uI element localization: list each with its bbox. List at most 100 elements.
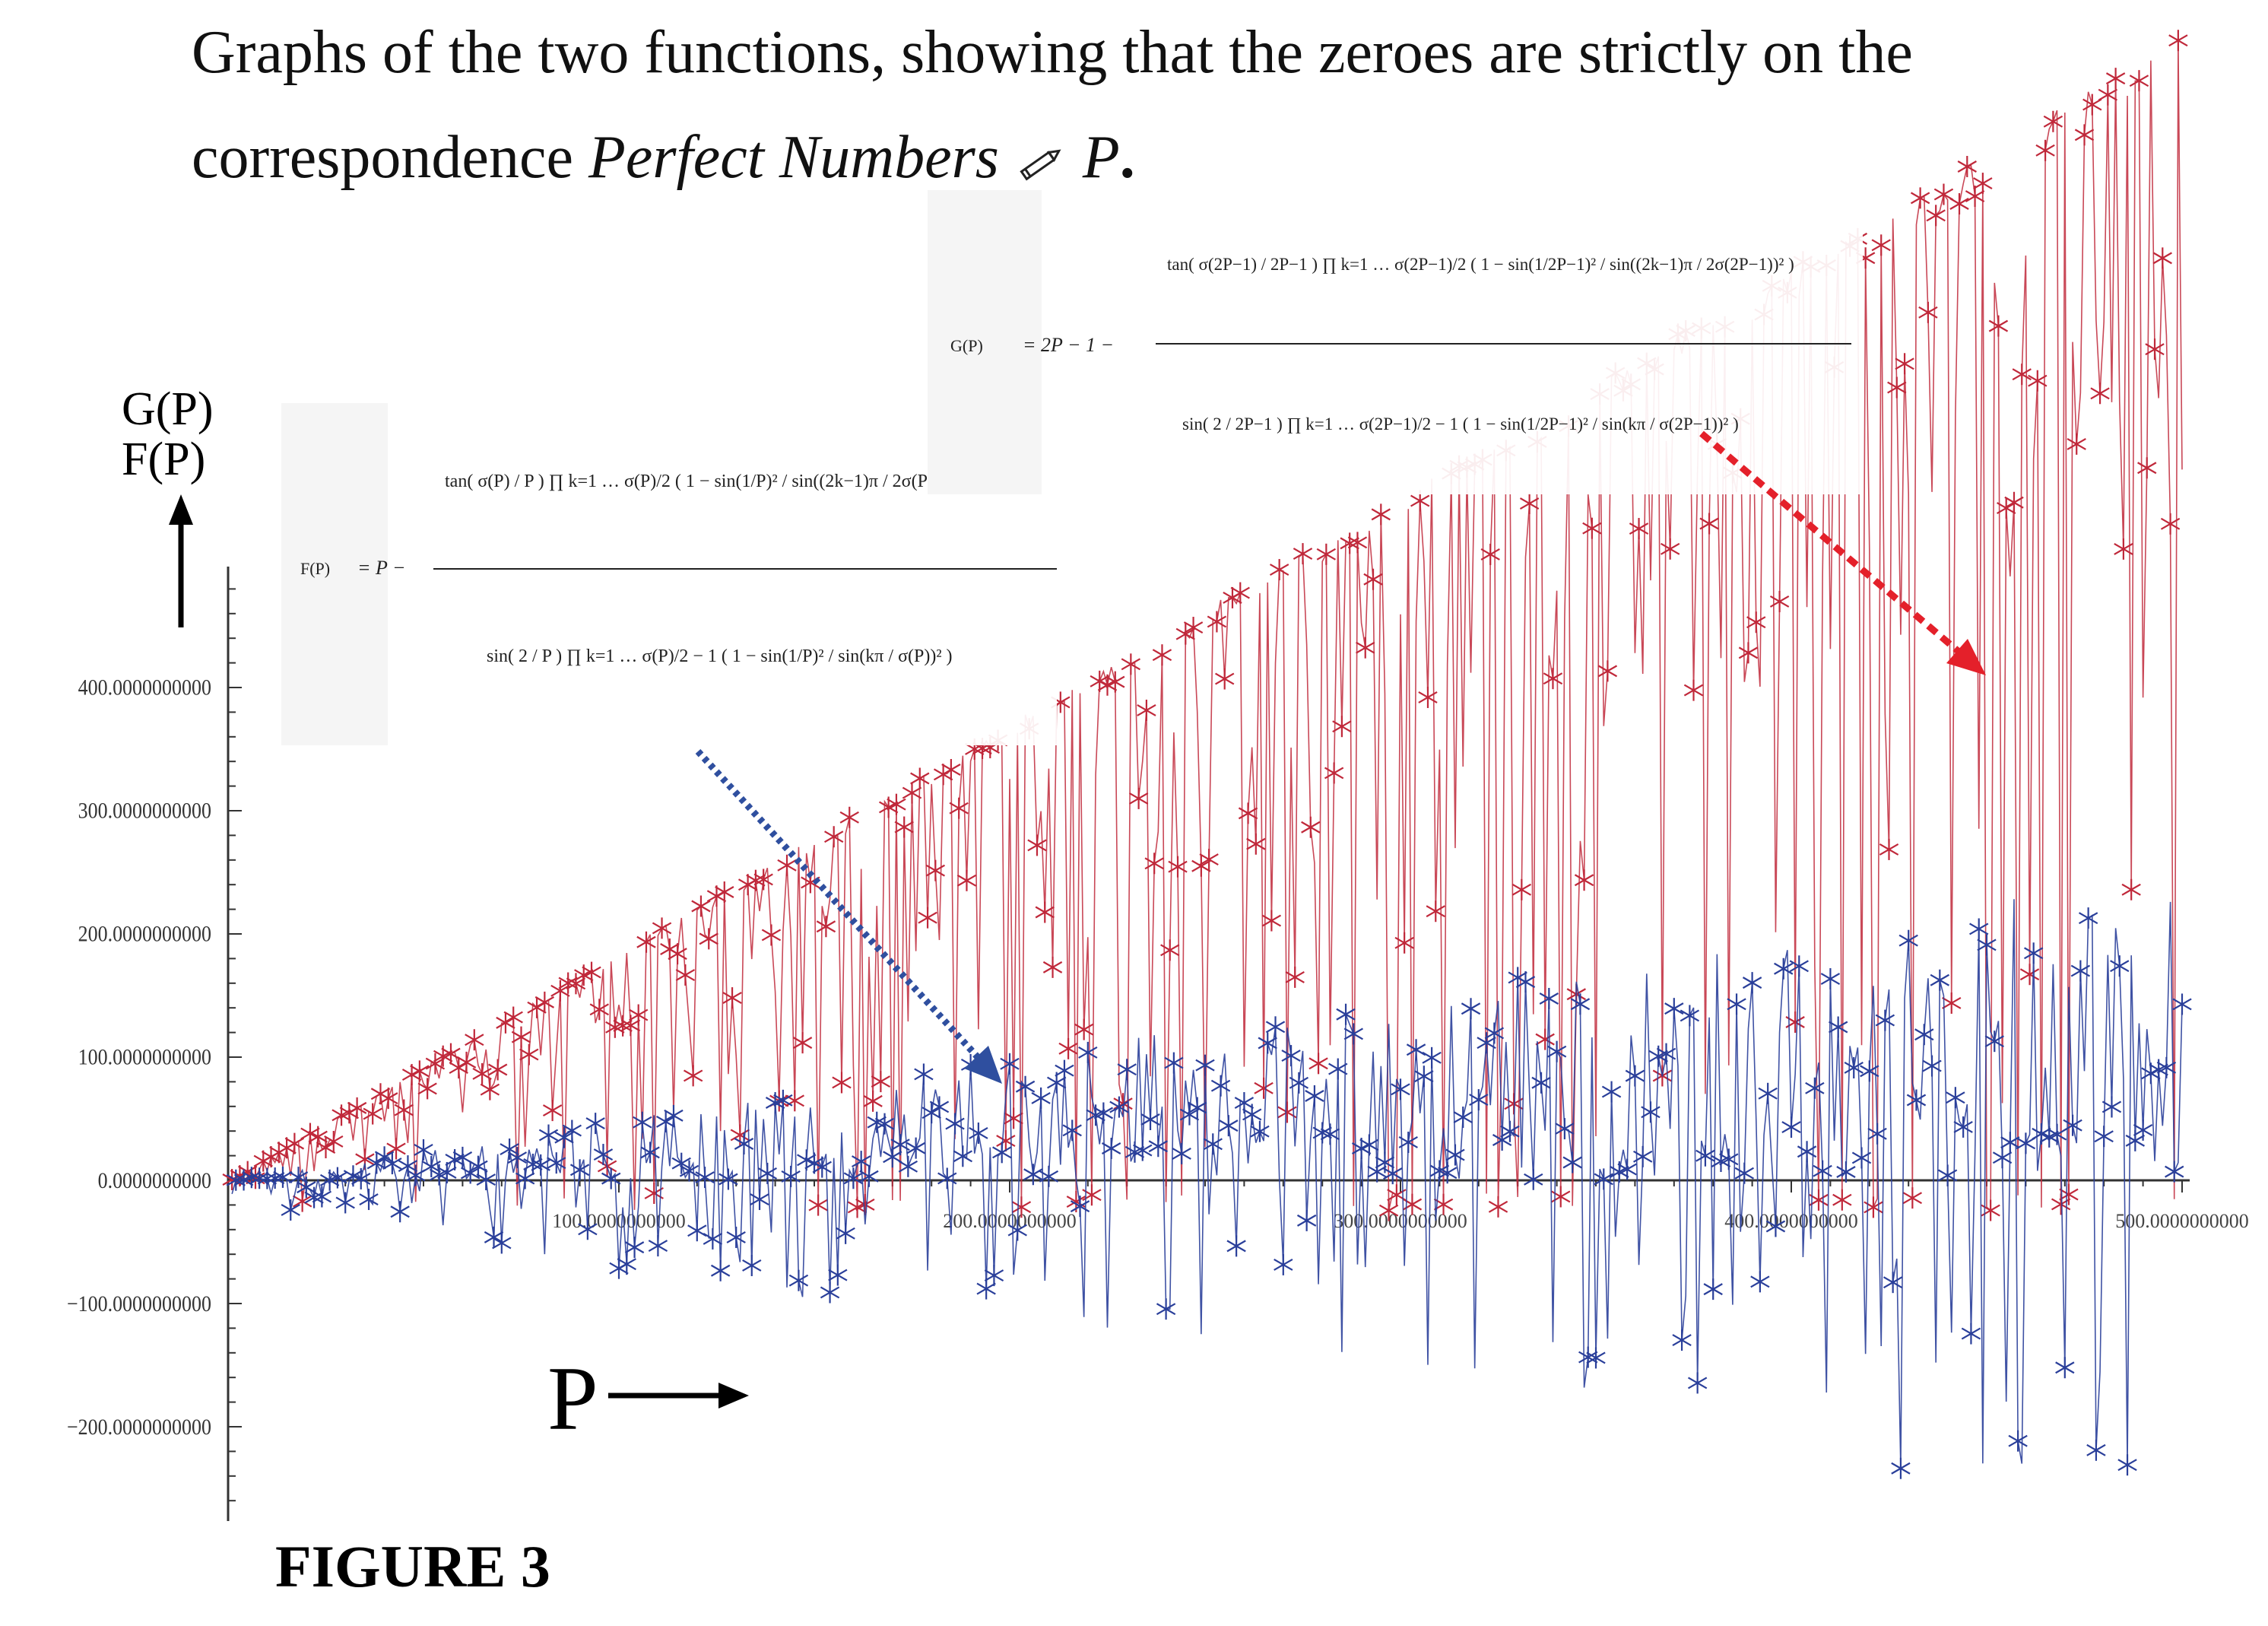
data-point-marker: [1582, 517, 1602, 539]
data-point-marker: [1535, 1028, 1555, 1050]
data-point-marker: [2067, 433, 2086, 455]
data-point-marker: [1042, 956, 1063, 978]
data-point-marker: [1469, 1089, 1489, 1111]
data-point-marker: [695, 1167, 715, 1189]
data-point-marker: [1519, 493, 1540, 515]
data-point-marker: [394, 1099, 414, 1121]
data-point-marker: [691, 895, 711, 917]
data-point-marker: [1933, 183, 1954, 205]
data-point-marker: [1133, 1139, 1153, 1161]
data-point-marker: [636, 931, 656, 953]
data-point-marker: [1070, 1196, 1090, 1218]
data-point-marker: [534, 991, 555, 1013]
data-point-marker: [1195, 1054, 1215, 1076]
data-point-marker: [1105, 671, 1125, 693]
data-point-marker: [1356, 637, 1375, 659]
data-point-marker: [1391, 1078, 1410, 1100]
data-point-marker: [937, 1167, 957, 1189]
data-point-marker: [820, 1281, 840, 1304]
data-point-marker: [1398, 1131, 1418, 1153]
data-point-marker: [969, 1122, 988, 1144]
data-point-marker: [1546, 1040, 1567, 1062]
formula-g: G(P) = 2P − 1 − tan( σ(2P−1) / 2P−1 ) ∏ …: [928, 190, 1863, 494]
y-tick-label: 200.0000000000: [78, 922, 211, 947]
data-point-marker: [1515, 971, 1536, 993]
data-point-marker: [1242, 1104, 1262, 1126]
data-point-marker: [1363, 568, 1383, 590]
data-point-marker: [1539, 987, 1559, 1009]
data-point-marker: [792, 1032, 813, 1054]
data-point-marker: [1422, 1046, 1442, 1069]
data-point-marker: [1128, 787, 1149, 809]
data-point-marker: [855, 1193, 875, 1215]
data-point-marker: [1269, 559, 1289, 581]
data-point-marker: [1922, 1055, 1942, 1077]
data-point-marker: [500, 1139, 519, 1161]
data-point-marker: [832, 1072, 852, 1094]
data-point-marker: [1984, 1031, 2004, 1053]
data-point-marker: [1168, 856, 1188, 878]
data-point-marker: [675, 964, 696, 986]
data-point-marker: [249, 1167, 269, 1189]
data-point-marker: [726, 1226, 746, 1248]
data-point-marker: [1312, 1122, 1332, 1144]
data-point-marker: [1625, 1065, 1645, 1087]
data-point-marker: [1832, 1189, 1852, 1211]
data-point-marker: [1207, 611, 1227, 633]
data-point-marker: [382, 1153, 402, 1175]
data-point-marker: [1734, 1162, 1754, 1184]
data-point-marker: [1188, 1097, 1207, 1119]
data-point-marker: [2133, 1119, 2153, 1141]
data-point-marker: [668, 943, 687, 965]
data-point-marker: [414, 1139, 433, 1161]
x-tick-label: 100.0000000000: [552, 1210, 686, 1232]
data-point-marker: [1000, 1053, 1020, 1075]
data-point-marker: [1289, 1072, 1309, 1094]
data-point-marker: [1031, 1087, 1051, 1109]
data-point-marker: [2114, 538, 2133, 560]
data-point-marker: [910, 767, 930, 789]
formula-g-name: G(P): [950, 336, 983, 355]
data-point-marker: [1719, 1148, 1739, 1170]
data-point-marker: [1555, 1118, 1575, 1140]
data-point-marker: [777, 854, 797, 876]
data-point-marker: [487, 1059, 508, 1081]
data-point-marker: [2000, 1132, 2020, 1154]
y-tick-label: 0.0000000000: [98, 1168, 211, 1193]
caption-line-2: correspondence Perfect Numbers P.: [192, 105, 2092, 210]
data-point-marker: [1343, 1023, 1363, 1045]
data-point-marker: [538, 1124, 559, 1146]
data-point-marker: [1829, 1016, 1848, 1038]
data-point-marker: [929, 1096, 950, 1118]
data-point-marker: [1371, 503, 1391, 526]
data-point-marker: [2043, 110, 2063, 132]
data-point-marker: [1293, 543, 1313, 565]
data-point-marker: [1156, 1298, 1176, 1320]
data-point-marker: [1836, 1161, 1856, 1183]
data-point-marker: [1997, 497, 2016, 519]
y-label-f: F(P): [122, 433, 206, 485]
data-point-marker: [503, 1006, 523, 1028]
blue-pointer-arrow: [695, 748, 1002, 1084]
data-point-marker: [1101, 1137, 1121, 1159]
data-point-marker: [1121, 653, 1141, 675]
data-point-marker: [1703, 1278, 1723, 1300]
y-axis-arrow: [169, 494, 193, 627]
data-point-marker: [1758, 1082, 1778, 1104]
data-point-marker: [441, 1043, 461, 1065]
data-point-marker: [871, 1071, 891, 1093]
data-point-marker: [1148, 1135, 1168, 1158]
data-point-marker: [1137, 699, 1156, 721]
data-point-marker: [2055, 1357, 2075, 1379]
data-point-marker: [288, 1167, 309, 1189]
formula-g-eq: = 2P − 1 −: [1023, 334, 1114, 356]
data-point-marker: [906, 1137, 926, 1159]
data-point-marker: [816, 916, 836, 938]
data-point-marker: [1895, 353, 1914, 375]
data-point-marker: [511, 1026, 531, 1048]
data-point-marker: [1765, 1215, 1786, 1237]
data-point-marker: [2110, 955, 2130, 977]
data-point-marker: [1274, 1253, 1293, 1275]
data-point-marker: [1477, 1032, 1496, 1054]
data-point-marker: [1254, 1077, 1274, 1099]
